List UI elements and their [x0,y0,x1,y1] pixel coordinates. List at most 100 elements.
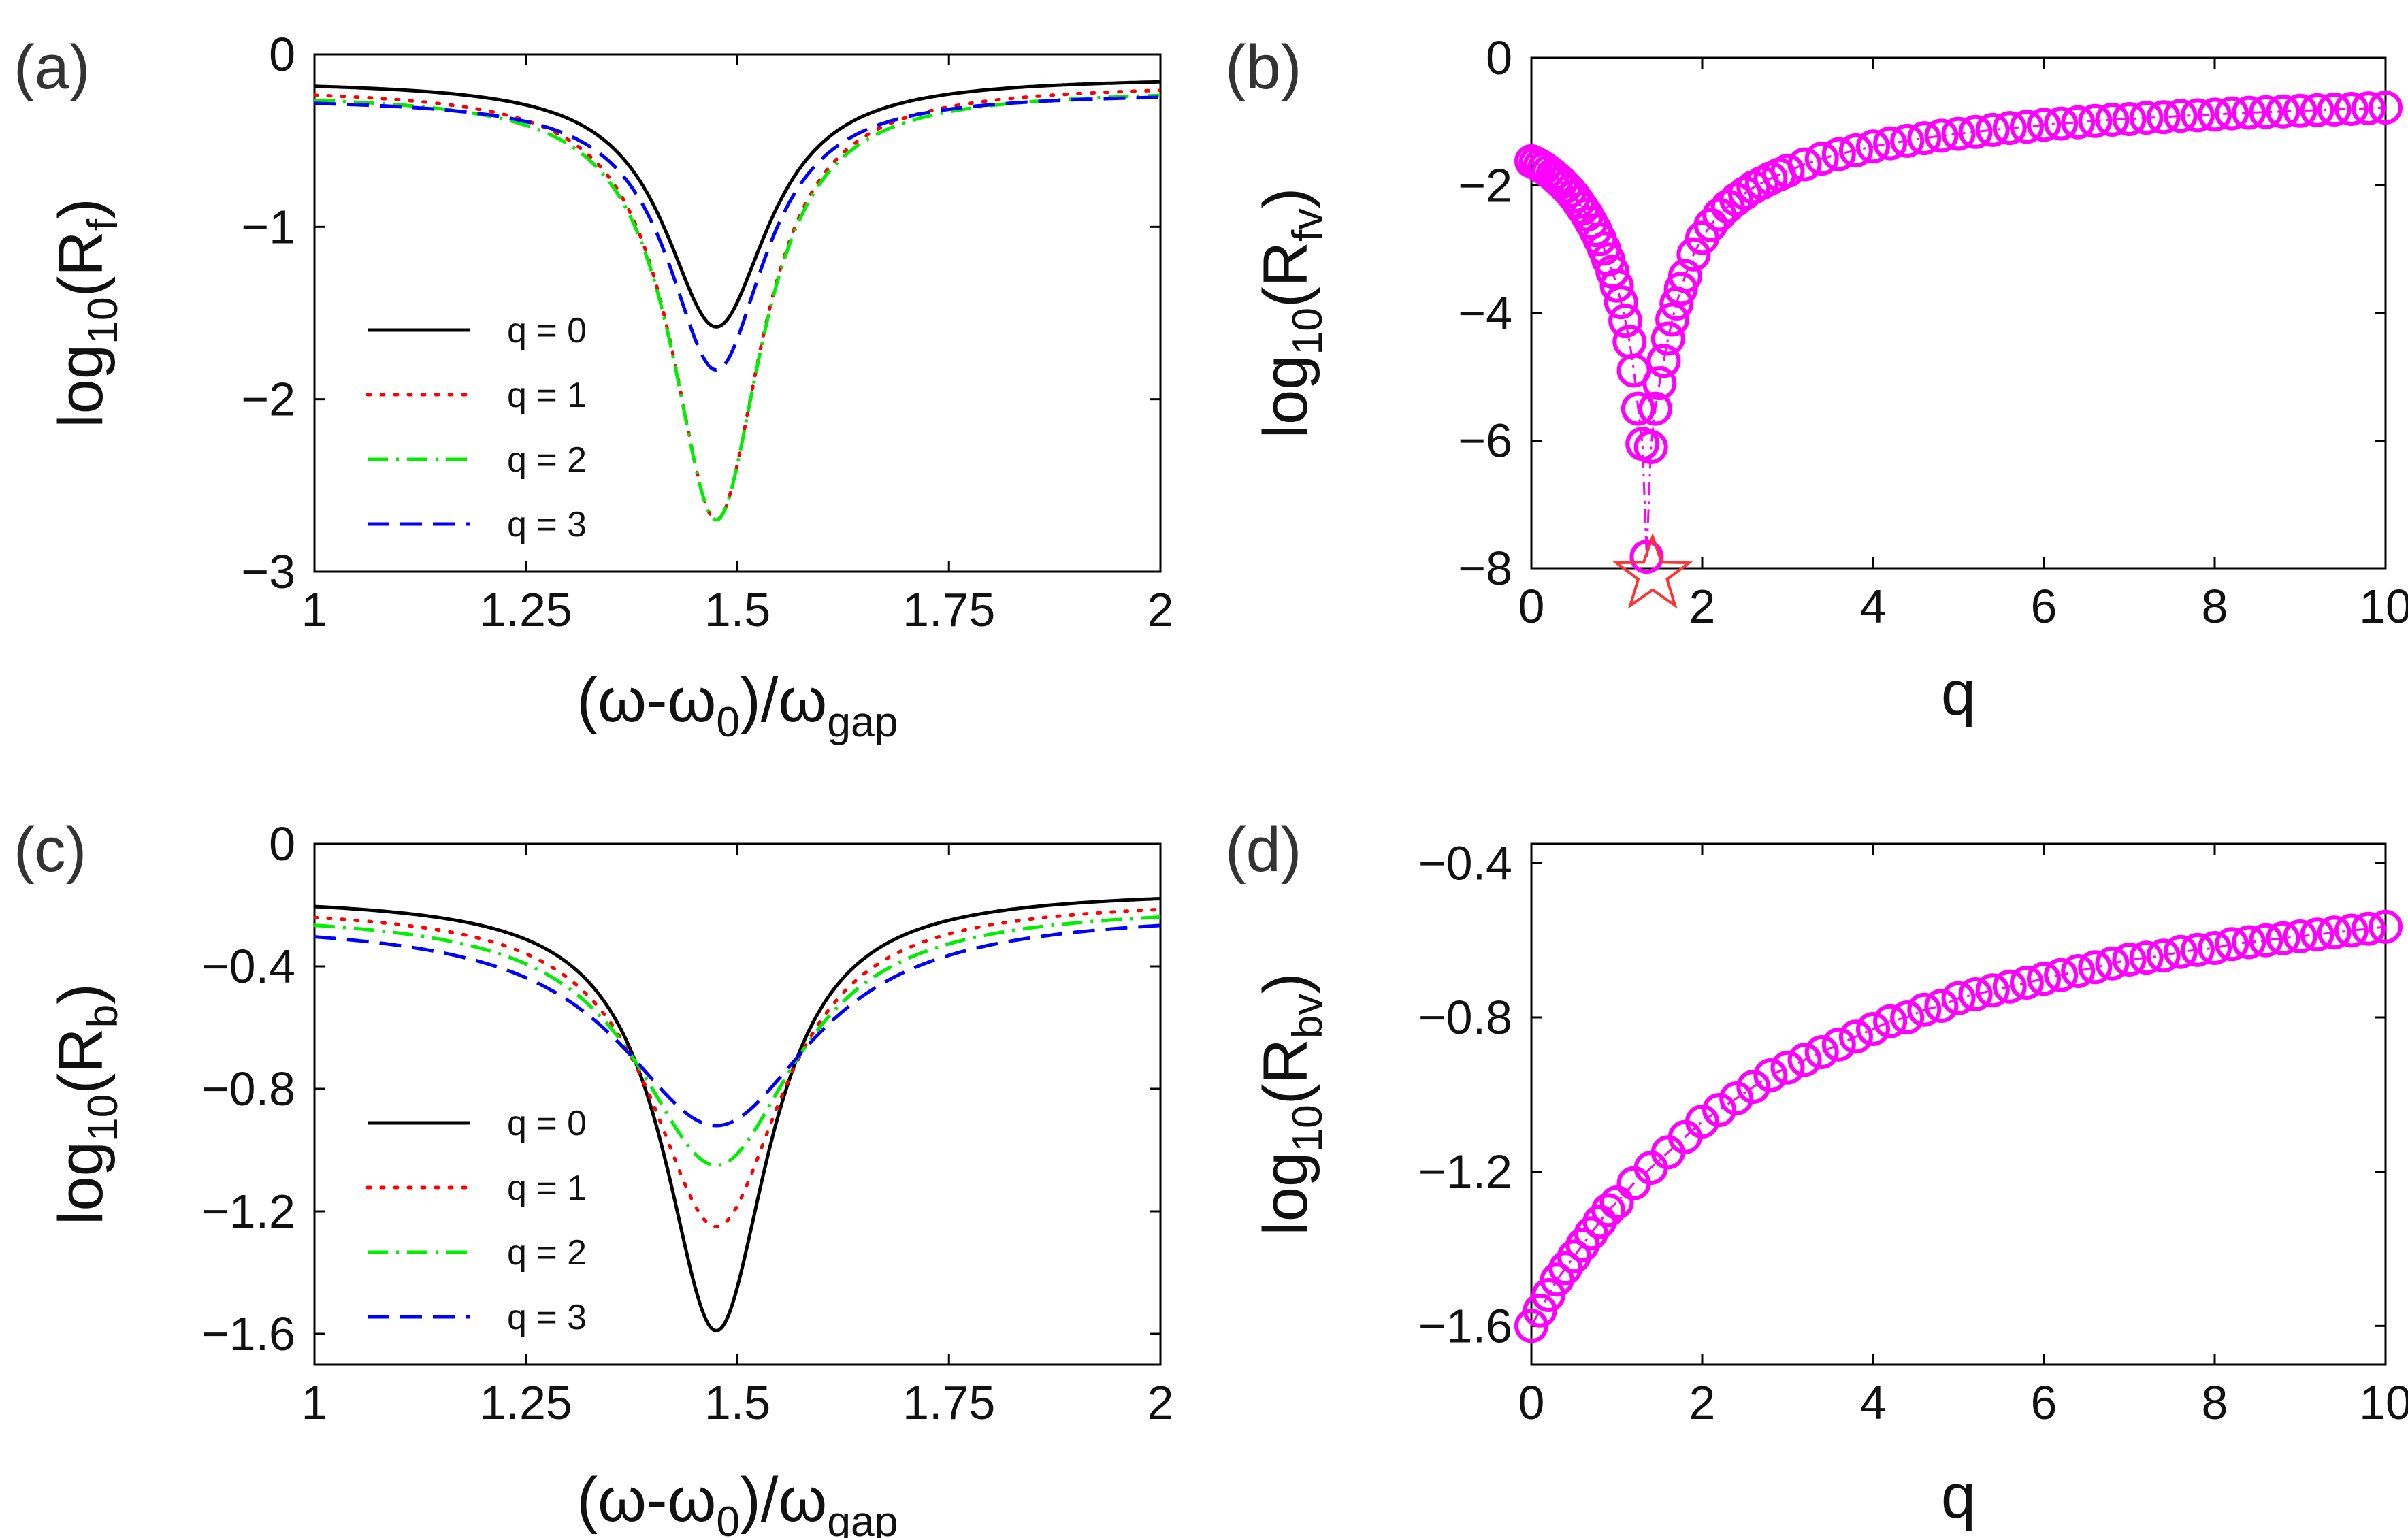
data-point [2009,110,2044,144]
data-point [1890,1000,1925,1034]
x-tick-label: 0 [1518,1376,1545,1429]
y-tick-label: −2 [241,373,295,426]
x-tick-label: 6 [2031,580,2057,633]
legend-label: q = 0 [507,1104,587,1143]
legend-label: q = 3 [507,1298,587,1337]
x-tick-label: 10 [2359,1376,2408,1429]
data-point [1604,285,1638,320]
data-point [1804,142,1839,176]
data-point [2078,103,2113,138]
data-layer [1531,106,2386,557]
data-layer [314,80,1160,522]
optimal-q-star-marker [1612,532,1693,609]
data-point [1667,259,1702,293]
y-tick-label: −1.6 [1418,1299,1512,1352]
legend-label: q = 2 [507,440,587,480]
data-point [1975,973,2010,1008]
series-line-q1 [314,907,1160,1229]
data-point [1608,304,1643,338]
data-point [1907,121,1942,156]
y-tick-label: −6 [1458,414,1512,468]
data-point [1621,391,1655,426]
series-line-q0 [314,80,1160,329]
data-point [1992,969,2027,1004]
data-point [2146,938,2181,973]
data-point [2369,91,2403,125]
y-tick-label: 0 [269,817,295,870]
legend: q = 0 q = 1 q = 2 q = 3 [365,1104,587,1337]
data-point [2044,958,2079,992]
data-point [2317,915,2352,950]
data-point [2095,946,2130,981]
panel-d: 0 2 4 6 8 10 −1.6 −1.2 −0.8 −0.4 (d) log10(Rbv) q [1225,815,2408,1531]
data-point [2095,102,2130,137]
scatter-guide-line [1531,106,2386,557]
legend: q = 0 q = 1 q = 2 q = 3 [365,311,587,544]
y-axis-label: log10(Rfv) [1251,188,1331,439]
panel-label: (c) [14,815,86,885]
data-point [1612,325,1647,359]
data-point [2232,95,2266,130]
y-tick-label: −3 [241,545,295,598]
data-point [2061,105,2096,140]
data-point [2129,940,2164,975]
data-point [2198,931,2232,965]
data-point [1599,1185,1634,1220]
data-point [1975,112,2010,147]
data-point [1924,989,1959,1023]
x-tick-label: 1.25 [480,583,572,636]
y-axis-label: log10(Rb) [46,983,127,1225]
data-point [1958,114,1993,149]
data-point [1838,1019,1873,1054]
legend-label: q = 3 [507,505,587,544]
data-point [2078,950,2113,985]
data-point [1787,147,1822,182]
data-point [2300,93,2334,127]
data-point [2266,921,2300,955]
y-tick-label: −2 [1458,159,1512,212]
data-point [2044,106,2079,141]
data-point [2146,100,2181,135]
data-point [1676,237,1711,272]
data-point [2027,108,2061,142]
data-point [1633,429,1668,464]
data-point [1907,992,1942,1027]
legend-label: q = 1 [507,1168,587,1208]
data-point [2215,96,2249,131]
data-point [1941,981,1976,1015]
data-point [2027,962,2061,996]
plot-frame [313,53,1162,573]
x-tick-label: 8 [2202,580,2228,633]
data-point [2061,954,2096,988]
x-axis-label: q [1941,1462,1976,1531]
data-point [2283,919,2317,953]
plot-frame [1530,842,2387,1366]
data-point [1727,176,1762,210]
data-point [1804,1035,1839,1069]
x-axis-label: (ω-ω0)/ωgap [576,666,898,746]
x-tick-label: 2 [1689,580,1716,633]
data-point [2300,917,2334,952]
data-point [2112,102,2147,136]
data-point [1890,123,1925,158]
y-tick-label: 0 [269,28,295,81]
data-point [2112,943,2147,977]
data-point [1821,137,1856,171]
data-point [2180,932,2215,967]
data-point [1702,1093,1737,1127]
data-point [1838,133,1873,167]
y-tick-label: −8 [1458,542,1512,595]
series-line-q3 [314,95,1160,372]
data-point [2369,909,2403,944]
data-point [2334,92,2369,126]
x-tick-label: 10 [2359,580,2408,633]
data-point [1591,1193,1625,1228]
x-tick-label: 1.75 [902,583,995,636]
series-line-q3 [314,923,1160,1128]
data-point [2129,101,2164,135]
data-point [1873,1004,1908,1038]
data-point [1924,118,1959,153]
data-point [2249,95,2283,129]
data-point [2266,94,2300,129]
